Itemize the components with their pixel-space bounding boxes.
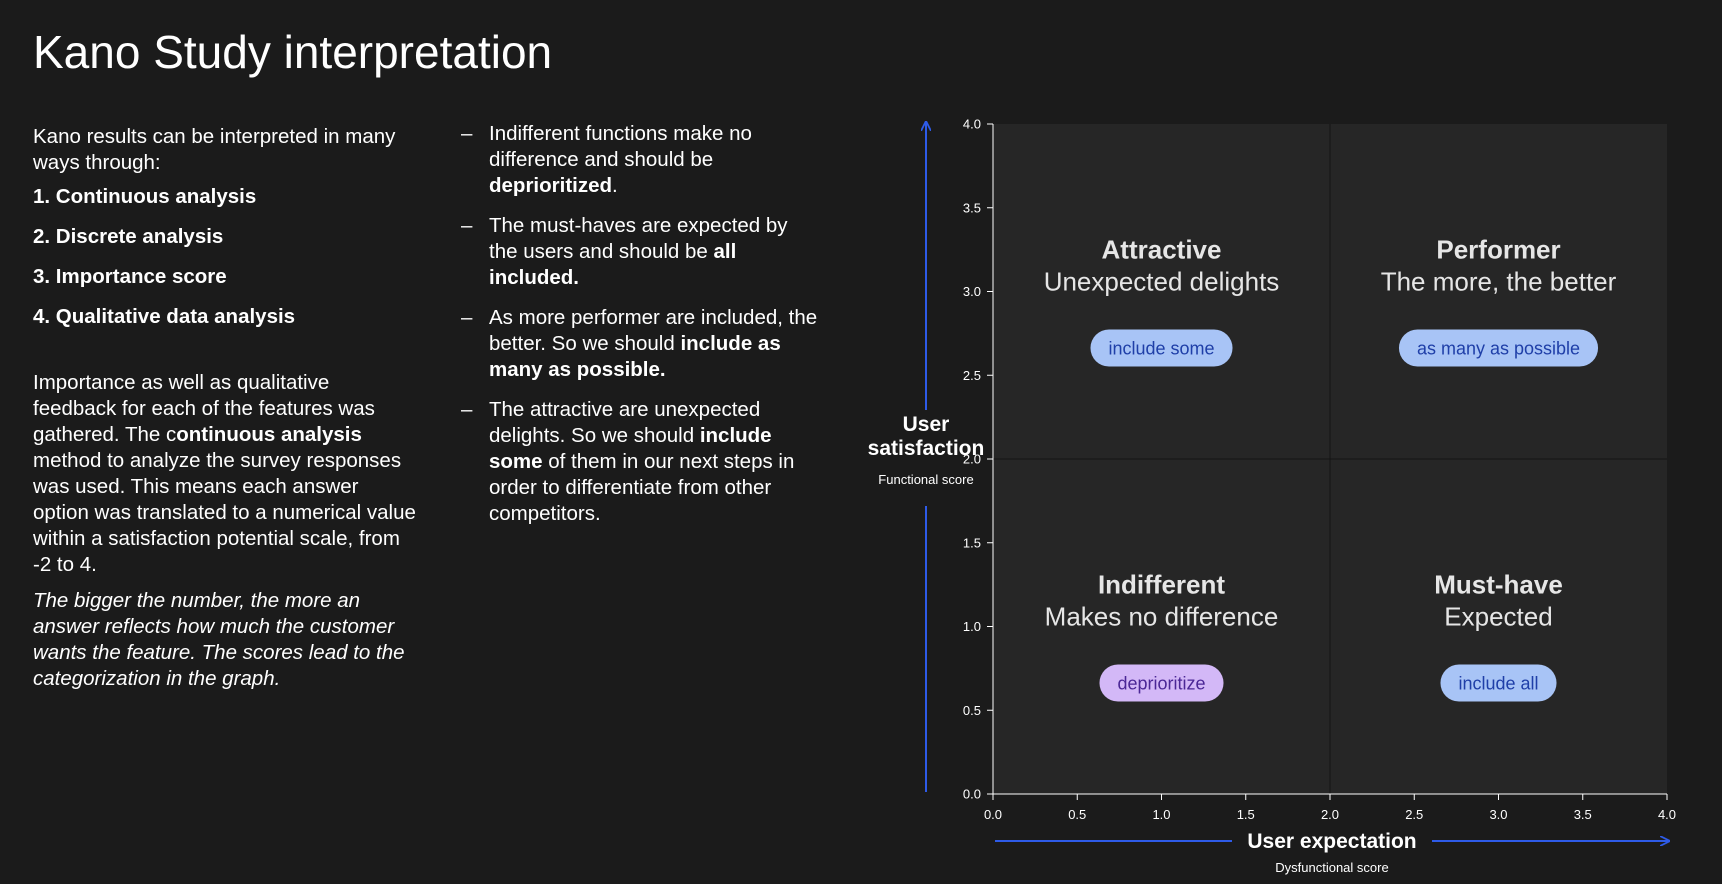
method-item: 2. Discrete analysis [33, 225, 224, 248]
intro-column: Kano results can be interpreted in many … [33, 124, 418, 692]
bullet-bold: all included. [489, 240, 737, 289]
quadrant-subtitle: Unexpected delights [1044, 267, 1280, 297]
y-tick-label: 3.5 [963, 200, 981, 215]
y-axis-sublabel: Functional score [878, 472, 973, 487]
quadrant-pill [1398, 329, 1599, 367]
recommendation-item: – As more performer are included, the bet… [458, 305, 818, 383]
italic-note: The bigger the number, the more an answe… [33, 589, 405, 690]
dash-marker: – [461, 306, 473, 329]
x-axis-label: User expectation [1247, 830, 1416, 853]
dash-marker: – [461, 214, 473, 237]
x-tick-label: 2.0 [1321, 807, 1339, 822]
bullet-text: . [612, 174, 618, 197]
intro-text: Kano results can be interpreted in many … [33, 125, 396, 174]
bullet-text: As more performer are included, the bett… [489, 306, 818, 355]
x-tick-label: 1.5 [1237, 807, 1255, 822]
x-axis-sublabel: Dysfunctional score [1275, 860, 1388, 875]
quadrant-pill [1440, 664, 1557, 702]
quadrant-pill-label: include all [1458, 674, 1538, 694]
recommendation-item: – The must-haves are expected by the user… [458, 213, 818, 291]
y-tick-label: 1.0 [963, 619, 981, 634]
method-paragraph: Importance as well as qualitative feedba… [33, 370, 418, 578]
recommendation-column: – Indifferent functions make no differenc… [458, 121, 818, 541]
y-tick-label: 2.0 [963, 452, 981, 467]
quadrant-title: Must-have [1434, 570, 1563, 600]
bullet-bold: deprioritized [489, 174, 613, 197]
dash-marker: – [461, 398, 473, 421]
bullet-bold: include as many as possible. [489, 332, 781, 381]
x-tick-label: 3.5 [1574, 807, 1592, 822]
quadrant-pill-label: deprioritize [1117, 674, 1205, 694]
x-tick-label: 1.0 [1152, 807, 1170, 822]
quadrant-subtitle: Makes no difference [1045, 602, 1279, 632]
y-tick-label: 0.0 [963, 787, 981, 802]
bullet-text: Indifferent functions make no difference… [489, 122, 752, 171]
paragraph-part: method to analyze the survey responses w… [33, 449, 416, 576]
x-tick-label: 0.0 [984, 807, 1002, 822]
quadrant-pill [1090, 329, 1233, 367]
recommendation-list: – Indifferent functions make no differenc… [458, 121, 818, 527]
method-item: 1. Continuous analysis [33, 185, 257, 208]
y-tick-label: 4.0 [963, 117, 981, 132]
y-tick-label: 3.0 [963, 284, 981, 299]
paragraph-bold: ontinuous analysis [176, 423, 362, 446]
quadrant-title: Attractive [1102, 235, 1222, 265]
x-tick-label: 4.0 [1658, 807, 1676, 822]
x-tick-label: 2.5 [1405, 807, 1423, 822]
bullet-text: The must-haves are expected by the users… [489, 214, 788, 263]
x-tick-label: 0.5 [1068, 807, 1086, 822]
page-title: Kano Study interpretation [33, 26, 553, 78]
method-list: 1. Continuous analysis 2. Discrete analy… [33, 184, 418, 330]
x-tick-label: 3.0 [1489, 807, 1507, 822]
recommendation-item: – The attractive are unexpected delights.… [458, 397, 818, 527]
quadrant-title: Performer [1436, 235, 1560, 265]
y-tick-label: 0.5 [963, 703, 981, 718]
y-tick-label: 2.5 [963, 368, 981, 383]
quadrant-pill-label: as many as possible [1417, 339, 1580, 359]
paragraph-part: Importance as well as qualitative feedba… [33, 371, 375, 446]
method-item: 3. Importance score [33, 265, 227, 288]
dash-marker: – [461, 122, 473, 145]
quadrant-subtitle: The more, the better [1381, 267, 1617, 297]
y-axis-label: satisfaction [868, 437, 985, 460]
quadrant-title: Indifferent [1098, 570, 1225, 600]
method-item: 4. Qualitative data analysis [33, 305, 296, 328]
y-tick-label: 1.5 [963, 535, 981, 550]
bullet-text: of them in our next steps in order to di… [489, 450, 795, 525]
recommendation-item: – Indifferent functions make no differenc… [458, 121, 818, 199]
quadrant-subtitle: Expected [1444, 602, 1552, 632]
bullet-bold: include some [489, 424, 772, 473]
y-axis-label: User [903, 413, 950, 436]
bullet-text: The attractive are unexpected delights. … [489, 398, 761, 447]
quadrant-pill-label: include some [1108, 339, 1214, 359]
quadrant-pill [1099, 664, 1224, 702]
